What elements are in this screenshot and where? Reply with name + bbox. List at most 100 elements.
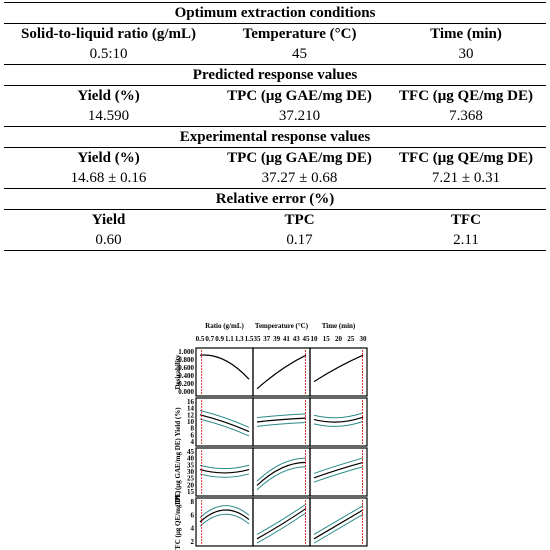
y-tick-label: 4 bbox=[191, 438, 195, 446]
y-tick-label: 6 bbox=[191, 511, 195, 519]
x-tick-label: 41 bbox=[283, 335, 291, 343]
x-tick-label: 45 bbox=[303, 335, 311, 343]
x-tick-label: 39 bbox=[273, 335, 281, 343]
x-tick-label: 0.7 bbox=[205, 335, 214, 343]
column-header: Yield (%) bbox=[77, 150, 140, 166]
y-tick-label: 0.600 bbox=[178, 364, 194, 372]
column-header: TPC (μg GAE/mg DE) bbox=[227, 88, 372, 104]
profile-curve bbox=[256, 503, 307, 535]
profile-curve bbox=[256, 461, 307, 486]
profile-curve bbox=[199, 418, 250, 437]
x-tick-label: 0.9 bbox=[215, 335, 224, 343]
column-header: TFC (μg QE/mg DE) bbox=[399, 150, 533, 166]
panel bbox=[195, 447, 254, 497]
profile-curve bbox=[313, 457, 364, 474]
header-row: Yield TPC TFC bbox=[4, 210, 546, 231]
section-title-row: Relative error (%) bbox=[4, 188, 546, 210]
profile-curve bbox=[313, 505, 364, 535]
column-header: TPC bbox=[284, 212, 315, 228]
profile-curve bbox=[199, 464, 250, 470]
section-title-row: Experimental response values bbox=[4, 126, 546, 148]
profile-curve bbox=[199, 409, 250, 428]
profile-curve bbox=[256, 421, 307, 427]
profile-curve bbox=[313, 421, 364, 427]
section-title: Relative error (%) bbox=[4, 188, 546, 210]
profile-curve bbox=[313, 412, 364, 419]
value-row: 0.60 0.17 2.11 bbox=[4, 230, 546, 251]
section-title: Optimum extraction conditions bbox=[4, 2, 546, 24]
section-title: Experimental response values bbox=[4, 126, 546, 148]
x-tick-label: 1.1 bbox=[225, 335, 234, 343]
profile-curve bbox=[199, 354, 250, 380]
panel bbox=[252, 497, 311, 547]
column-label: Temperature (°C) bbox=[255, 322, 309, 330]
profile-curve bbox=[199, 509, 250, 523]
section-title-row: Optimum extraction conditions bbox=[4, 2, 546, 24]
profile-curve bbox=[256, 512, 307, 544]
results-table: Optimum extraction conditions Solid-to-li… bbox=[4, 2, 546, 251]
y-tick-label: 10 bbox=[187, 418, 195, 426]
column-header: TPC (μg GAE/mg DE) bbox=[227, 150, 372, 166]
profile-curve bbox=[199, 414, 250, 433]
y-tick-label: 25 bbox=[187, 475, 195, 483]
row-label: TPC (μg GAE/mg DE) bbox=[174, 438, 182, 506]
y-tick-label: 4 bbox=[191, 525, 195, 533]
x-tick-label: 1.5 bbox=[245, 335, 254, 343]
profile-curve bbox=[256, 508, 307, 540]
y-tick-label: 16 bbox=[187, 398, 195, 406]
value-row: 14.68 ± 0.16 37.27 ± 0.68 7.21 ± 0.31 bbox=[4, 168, 546, 189]
panel bbox=[252, 347, 311, 397]
cell-value: 0.60 bbox=[4, 230, 214, 251]
panel bbox=[309, 497, 368, 547]
x-tick-label: 15 bbox=[323, 335, 331, 343]
profile-curve bbox=[199, 505, 250, 519]
profile-curve bbox=[199, 473, 250, 478]
profile-curve bbox=[199, 513, 250, 527]
y-tick-label: 6 bbox=[191, 431, 195, 439]
y-tick-label: 40 bbox=[187, 455, 195, 463]
panel bbox=[309, 347, 368, 397]
y-tick-label: 0.400 bbox=[178, 372, 194, 380]
column-header: TFC bbox=[451, 212, 481, 228]
y-tick-label: 14 bbox=[187, 405, 195, 413]
y-tick-label: 30 bbox=[187, 468, 195, 476]
x-tick-label: 43 bbox=[293, 335, 301, 343]
y-tick-label: 15 bbox=[187, 488, 195, 496]
x-tick-label: 37 bbox=[263, 335, 271, 343]
x-tick-label: 0.5 bbox=[196, 335, 205, 343]
x-tick-label: 25 bbox=[347, 335, 355, 343]
y-tick-label: 0.800 bbox=[178, 356, 194, 364]
y-tick-label: 35 bbox=[187, 461, 195, 469]
header-row: Yield (%) TPC (μg GAE/mg DE) TFC (μg QE/mg… bbox=[4, 148, 546, 169]
y-tick-label: 0.000 bbox=[178, 388, 194, 396]
panel bbox=[309, 447, 368, 497]
section-title: Predicted response values bbox=[4, 64, 546, 86]
column-header: Solid-to-liquid ratio (g/mL) bbox=[21, 26, 197, 42]
profile-curve bbox=[256, 417, 307, 423]
header-row: Solid-to-liquid ratio (g/mL) Temperature … bbox=[4, 24, 546, 45]
row-label: Desirability bbox=[174, 354, 182, 389]
x-tick-label: 10 bbox=[311, 335, 319, 343]
column-label: Time (min) bbox=[322, 322, 356, 330]
section-title-row: Predicted response values bbox=[4, 64, 546, 86]
row-label: TFC (μg QE/mg DE) bbox=[174, 490, 182, 550]
cell-value: 2.11 bbox=[386, 230, 546, 251]
y-tick-label: 12 bbox=[187, 411, 195, 419]
x-tick-label: 35 bbox=[254, 335, 262, 343]
y-tick-label: 45 bbox=[187, 448, 195, 456]
profile-curve bbox=[313, 416, 364, 423]
column-label: Ratio (g/mL) bbox=[205, 322, 244, 330]
x-tick-label: 1.3 bbox=[235, 335, 244, 343]
profile-curve bbox=[256, 466, 307, 491]
column-header: Temperature (°C) bbox=[242, 26, 357, 42]
y-tick-label: 8 bbox=[191, 498, 195, 506]
header-row: Yield (%) TPC (μg GAE/mg DE) TFC (μg QE/mg… bbox=[4, 86, 546, 107]
profile-curve bbox=[313, 461, 364, 479]
y-tick-label: 20 bbox=[187, 481, 195, 489]
profile-curve bbox=[313, 513, 364, 544]
profile-curve bbox=[313, 354, 364, 383]
x-tick-label: 20 bbox=[335, 335, 343, 343]
column-header: Yield (%) bbox=[77, 88, 140, 104]
